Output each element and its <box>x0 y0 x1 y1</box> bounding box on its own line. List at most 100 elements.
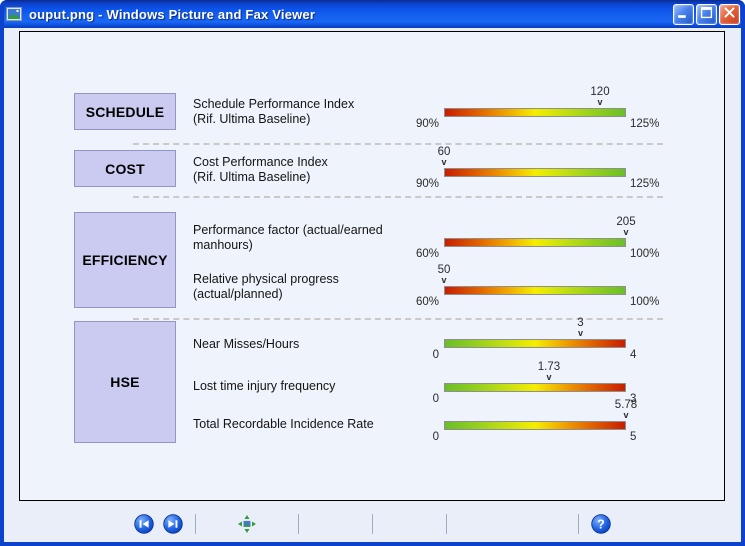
rotate-counterclockwise-button[interactable]: undefined <box>413 513 435 535</box>
kpi-label-line: Relative physical progress <box>193 272 339 286</box>
zoom-in-button[interactable]: undefined <box>310 513 332 535</box>
kpi-label: Relative physical progress (actual/planne… <box>193 272 339 302</box>
section-divider <box>133 196 663 198</box>
rotate-clockwise-icon: undefined <box>385 514 405 534</box>
kpi-label-line: Cost Performance Index <box>193 155 328 169</box>
category-box-schedule: SCHEDULE <box>74 93 176 130</box>
previous-icon <box>134 514 154 534</box>
next-image-button[interactable] <box>162 513 184 535</box>
section-divider <box>133 143 663 145</box>
toolbar-separator <box>298 514 299 534</box>
kpi-label: Lost time injury frequency <box>193 379 335 394</box>
zoom-in-icon: undefined <box>311 514 331 534</box>
marker-value: 50 <box>437 264 451 276</box>
kpi-label-line: Lost time injury frequency <box>193 379 336 393</box>
rotate-clockwise-button[interactable]: undefined <box>384 513 406 535</box>
maximize-icon <box>698 4 715 24</box>
title-bar: ouput.png - Windows Picture and Fax View… <box>0 0 745 28</box>
edit-icon: undefined <box>546 514 566 534</box>
previous-image-button[interactable] <box>133 513 155 535</box>
kpi-label-line: Performance factor (actual/earned <box>193 223 383 237</box>
kpi-gradient-bar <box>444 339 626 348</box>
bar-max-label: 100% <box>630 248 660 260</box>
section-divider <box>133 318 663 320</box>
marker-arrow: v <box>546 372 552 382</box>
kpi-label-line: Schedule Performance Index <box>193 97 355 111</box>
delete-icon: undefined <box>459 514 479 534</box>
image-viewport: SCHEDULE Schedule Performance Index (Rif. … <box>19 31 725 501</box>
marker-arrow: v <box>577 328 583 338</box>
marker-arrow: v <box>623 410 629 420</box>
value-marker: 5.78 v <box>614 399 638 420</box>
help-button[interactable]: ? <box>590 513 612 535</box>
bar-min-label: 90% <box>415 118 439 130</box>
toolbar-separator <box>446 514 447 534</box>
toolbar-separator <box>195 514 196 534</box>
category-label: HSE <box>110 374 140 390</box>
category-box-cost: COST <box>74 150 176 187</box>
best-fit-icon: undefined <box>208 514 228 534</box>
kpi-gradient-bar <box>444 383 626 392</box>
best-fit-button[interactable]: undefined <box>207 513 229 535</box>
minimize-icon <box>675 4 692 24</box>
window-title: ouput.png - Windows Picture and Fax View… <box>29 6 316 22</box>
category-box-efficiency: EFFICIENCY <box>74 212 176 308</box>
value-marker: 205 v <box>616 216 636 237</box>
edit-button[interactable]: undefined <box>545 513 567 535</box>
save-icon: undefined <box>517 514 537 534</box>
minimize-button[interactable] <box>673 3 694 25</box>
marker-value: 60 <box>437 146 451 158</box>
window-controls <box>673 3 740 25</box>
category-label: EFFICIENCY <box>82 252 168 268</box>
kpi-label-line: Near Misses/Hours <box>193 337 300 351</box>
bar-min-label: 0 <box>432 393 439 405</box>
bar-max-label: 3 <box>630 393 637 405</box>
save-button[interactable]: undefined <box>516 513 538 535</box>
bar-max-label: 4 <box>630 349 637 361</box>
category-label: SCHEDULE <box>85 103 165 120</box>
bar-max-label: 5 <box>630 431 637 443</box>
kpi-gradient-bar <box>444 286 626 295</box>
marker-value: 3 <box>577 317 584 329</box>
marker-value: 205 <box>616 216 636 228</box>
print-icon: undefined <box>488 514 508 534</box>
value-marker: 1.73 v <box>537 361 561 382</box>
category-box-hse: HSE <box>74 321 176 443</box>
kpi-gradient-bar <box>444 238 626 247</box>
bar-min-label: 0 <box>432 431 439 443</box>
kpi-gradient-bar <box>444 168 626 177</box>
bar-max-label: 125% <box>630 178 660 190</box>
actual-size-button[interactable] <box>236 513 258 535</box>
picture-viewer-icon <box>6 6 23 22</box>
kpi-label-line: manhours) <box>193 238 253 252</box>
value-marker: 60 v <box>437 146 451 167</box>
bar-max-label: 125% <box>630 118 660 130</box>
bar-min-label: 60% <box>415 296 439 308</box>
slideshow-icon: undefined <box>266 514 286 534</box>
start-slideshow-button[interactable]: undefined <box>265 513 287 535</box>
toolbar-separator <box>578 514 579 534</box>
kpi-label-line: (actual/planned) <box>193 287 283 301</box>
zoom-out-button[interactable]: undefined <box>339 513 361 535</box>
kpi-label-line: Total Recordable Incidence Rate <box>193 417 374 431</box>
kpi-gradient-bar <box>444 421 626 430</box>
close-icon <box>721 4 738 24</box>
help-icon: ? <box>591 514 611 534</box>
print-button[interactable]: undefined <box>487 513 509 535</box>
viewer-client-area: SCHEDULE Schedule Performance Index (Rif. … <box>4 28 741 542</box>
marker-value: 5.78 <box>614 399 638 411</box>
svg-text:?: ? <box>597 518 605 532</box>
marker-arrow: v <box>441 275 447 285</box>
marker-value: 1.73 <box>537 361 561 373</box>
close-button[interactable] <box>719 3 740 25</box>
zoom-out-icon: undefined <box>340 514 360 534</box>
actual-size-icon <box>238 515 256 533</box>
kpi-label-line: (Rif. Ultima Baseline) <box>193 170 311 184</box>
delete-button[interactable]: undefined <box>458 513 480 535</box>
next-icon <box>163 514 183 534</box>
kpi-gradient-bar <box>444 108 626 117</box>
maximize-button[interactable] <box>696 3 717 25</box>
bar-min-label: 0 <box>432 349 439 361</box>
viewer-toolbar: undefined undefined undefined undefined und… <box>4 510 741 538</box>
